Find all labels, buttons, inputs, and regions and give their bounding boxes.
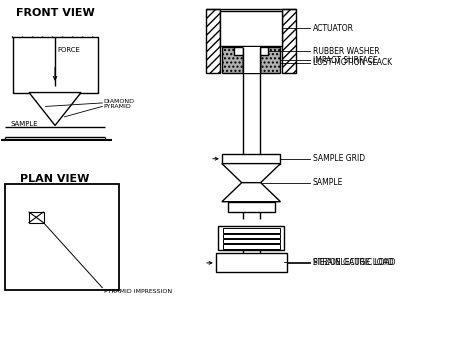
Bar <box>222 154 281 164</box>
Bar <box>228 202 275 212</box>
Polygon shape <box>222 164 281 183</box>
Bar <box>282 9 296 73</box>
Bar <box>223 239 280 243</box>
Bar <box>12 37 98 93</box>
Bar <box>5 184 119 290</box>
Text: STRAIN GAUGE LOAD: STRAIN GAUGE LOAD <box>313 259 393 267</box>
Text: FRONT VIEW: FRONT VIEW <box>16 8 94 18</box>
Text: PYRAMID IMPRESSION: PYRAMID IMPRESSION <box>104 290 172 294</box>
Text: PIEZOELECTRIC LOAD: PIEZOELECTRIC LOAD <box>313 258 395 267</box>
Bar <box>222 56 281 72</box>
Text: RUBBER WASHER: RUBBER WASHER <box>313 47 379 56</box>
Bar <box>234 47 268 55</box>
Text: DIAMOND
PYRAMID: DIAMOND PYRAMID <box>104 98 135 109</box>
Text: PLAN VIEW: PLAN VIEW <box>19 174 89 184</box>
Text: SAMPLE: SAMPLE <box>10 120 38 127</box>
Bar <box>243 56 260 72</box>
Bar <box>223 228 280 233</box>
Text: ACTUATOR: ACTUATOR <box>313 24 354 33</box>
Text: FORCE: FORCE <box>57 47 80 54</box>
Bar <box>223 234 280 238</box>
Bar <box>220 11 282 46</box>
Bar <box>222 47 281 73</box>
Polygon shape <box>29 93 81 126</box>
Text: SAMPLE GRID: SAMPLE GRID <box>313 154 365 163</box>
Text: LOST-MOTION SLACK: LOST-MOTION SLACK <box>313 58 392 68</box>
Bar <box>223 244 280 248</box>
Text: IMPACT SURFACE: IMPACT SURFACE <box>313 56 377 65</box>
Text: SAMPLE: SAMPLE <box>313 178 343 187</box>
Polygon shape <box>222 183 281 202</box>
Bar <box>206 9 220 73</box>
Bar <box>243 47 260 73</box>
Bar <box>218 226 284 250</box>
Bar <box>216 253 287 272</box>
Bar <box>28 212 44 223</box>
